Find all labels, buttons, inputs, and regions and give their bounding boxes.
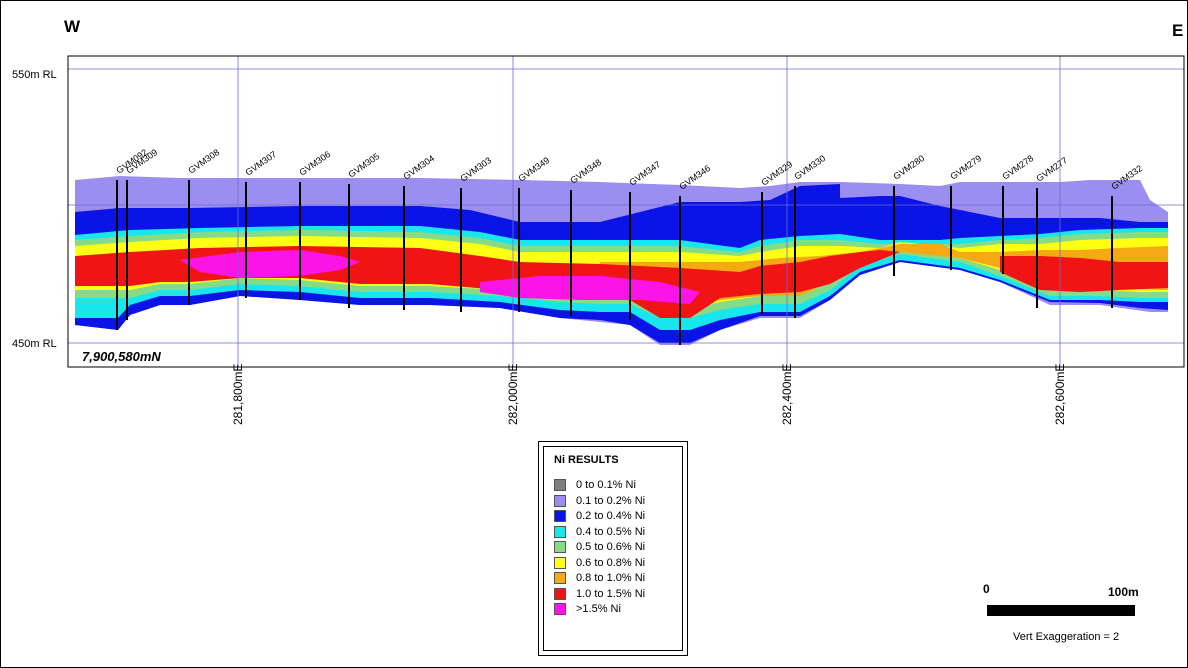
legend-item: >1.5% Ni: [554, 602, 621, 616]
drillhole-label: GVM348: [568, 157, 603, 186]
drillhole-traces: [116, 180, 1113, 345]
legend-item: 0 to 0.1% Ni: [554, 478, 636, 492]
drillhole-label: GVM329: [759, 159, 794, 188]
legend-swatch: [554, 541, 566, 554]
easting-label: 282,600mE: [1053, 364, 1067, 425]
legend-swatch: [554, 494, 566, 507]
legend-label: 0.1 to 0.2% Ni: [576, 494, 646, 507]
shell-above-1.5-b: [480, 276, 700, 304]
legend-title: Ni RESULTS: [554, 454, 619, 466]
legend-swatch: [554, 572, 566, 585]
drillhole-label: GVM307: [243, 149, 278, 178]
drillhole-label: GVM306: [297, 149, 332, 178]
rl-label: 450m RL: [12, 338, 57, 350]
drillhole-label: GVM308: [186, 147, 221, 176]
legend-swatch: [554, 510, 566, 523]
legend-swatch: [554, 556, 566, 569]
northing-label: 7,900,580mN: [82, 349, 161, 364]
legend-item: 1.0 to 1.5% Ni: [554, 587, 645, 601]
drillhole-label: GVM277: [1034, 155, 1069, 184]
drillhole-label: GVM305: [346, 151, 381, 180]
drillhole-label: GVM349: [516, 155, 551, 184]
legend-label: 0 to 0.1% Ni: [576, 479, 636, 492]
drillhole-label: GVM278: [1000, 153, 1035, 182]
legend-swatch: [554, 603, 566, 616]
legend-label: 1.0 to 1.5% Ni: [576, 587, 646, 600]
legend-label: 0.4 to 0.5% Ni: [576, 525, 646, 538]
easting-label: 282,400mE: [780, 364, 794, 425]
legend-label: 0.6 to 0.8% Ni: [576, 556, 646, 569]
drillhole-label: GVM330: [792, 153, 827, 182]
vertical-exaggeration-note: Vert Exaggeration = 2: [1013, 631, 1120, 643]
legend-label: 0.8 to 1.0% Ni: [576, 572, 646, 585]
legend-item: 0.4 to 0.5% Ni: [554, 525, 645, 539]
legend-item: 0.6 to 0.8% Ni: [554, 556, 645, 570]
shell-above-1.5: [180, 250, 360, 278]
section-border: [67, 55, 1185, 368]
legend-inner-border: [543, 446, 683, 651]
legend-item: 0.8 to 1.0% Ni: [554, 571, 645, 585]
legend-item: 0.1 to 0.2% Ni: [554, 494, 645, 508]
easting-label: 282,000mE: [506, 364, 520, 425]
legend-item: 0.5 to 0.6% Ni: [554, 540, 645, 554]
rl-label: 550m RL: [12, 69, 57, 81]
grid-lines: [68, 56, 1184, 367]
legend-item: 0.2 to 0.4% Ni: [554, 509, 645, 523]
west-label: W: [64, 17, 81, 36]
drillhole-label: GVM347: [627, 159, 662, 188]
scale-bar: [987, 605, 1135, 616]
legend-label: 0.2 to 0.4% Ni: [576, 510, 646, 523]
legend: Ni RESULTS 0 to 0.1% Ni 0.1 to 0.2% Ni 0.2…: [538, 441, 688, 656]
grade-shells: [75, 176, 1168, 345]
scale-length-label: 100m: [1108, 585, 1139, 599]
easting-label: 281,800mE: [231, 364, 245, 425]
drillhole-label: GVM279: [948, 153, 983, 182]
legend-swatch: [554, 479, 566, 492]
scale-zero-label: 0: [983, 582, 990, 596]
legend-label: >1.5% Ni: [576, 603, 621, 616]
legend-swatch: [554, 525, 566, 538]
drillhole-label: GVM280: [891, 153, 926, 182]
drillhole-label: GVM304: [401, 153, 436, 182]
shell-1.0-1.5-east: [1000, 256, 1168, 292]
east-label: E: [1172, 21, 1184, 40]
legend-swatch: [554, 587, 566, 600]
legend-label: 0.5 to 0.6% Ni: [576, 541, 646, 554]
